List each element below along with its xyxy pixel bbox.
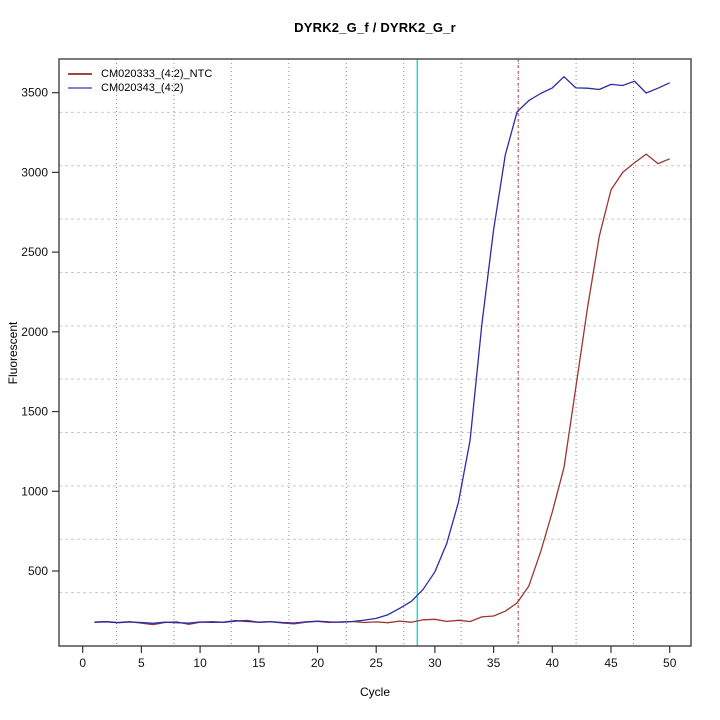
y-tick-label: 1000 — [21, 484, 48, 498]
legend-item-sample: CM020343_(4:2) — [68, 81, 212, 95]
series-line-CM020333_(4:2)_NTC — [94, 153, 670, 626]
legend-label: CM020343_(4:2) — [101, 82, 184, 94]
plot-border — [58, 58, 692, 647]
x-tick-label: 30 — [428, 656, 442, 670]
y-tick-label: 1500 — [21, 405, 48, 419]
legend-label: CM020333_(4:2)_NTC — [101, 68, 213, 80]
x-tick-label: 35 — [487, 656, 501, 670]
x-tick-label: 45 — [604, 656, 618, 670]
chart-title: DYRK2_G_f / DYRK2_G_r — [294, 20, 456, 35]
y-tick-label: 2500 — [21, 245, 48, 259]
x-tick-label: 5 — [138, 656, 145, 670]
y-tick-label: 3000 — [21, 165, 48, 179]
x-tick-label: 20 — [311, 656, 325, 670]
y-tick-label: 500 — [28, 564, 48, 578]
legend-item-ntc: CM020333_(4:2)_NTC — [68, 67, 212, 81]
x-tick-label: 15 — [252, 656, 266, 670]
legend: CM020333_(4:2)_NTC CM020343_(4:2) — [68, 67, 212, 95]
legend-line-swatch-blue — [68, 87, 92, 89]
x-tick-label: 50 — [663, 656, 677, 670]
legend-line-swatch-red — [68, 73, 92, 75]
x-tick-label: 40 — [546, 656, 560, 670]
x-axis-label: Cycle — [359, 685, 390, 699]
x-tick-label: 25 — [370, 656, 384, 670]
y-axis-label: Fluorescent — [6, 321, 20, 385]
series-line-CM020343_(4:2) — [94, 76, 670, 624]
x-tick-label: 0 — [79, 656, 86, 670]
x-tick-label: 10 — [193, 656, 207, 670]
y-tick-label: 2000 — [21, 325, 48, 339]
y-tick-label: 3500 — [21, 86, 48, 100]
